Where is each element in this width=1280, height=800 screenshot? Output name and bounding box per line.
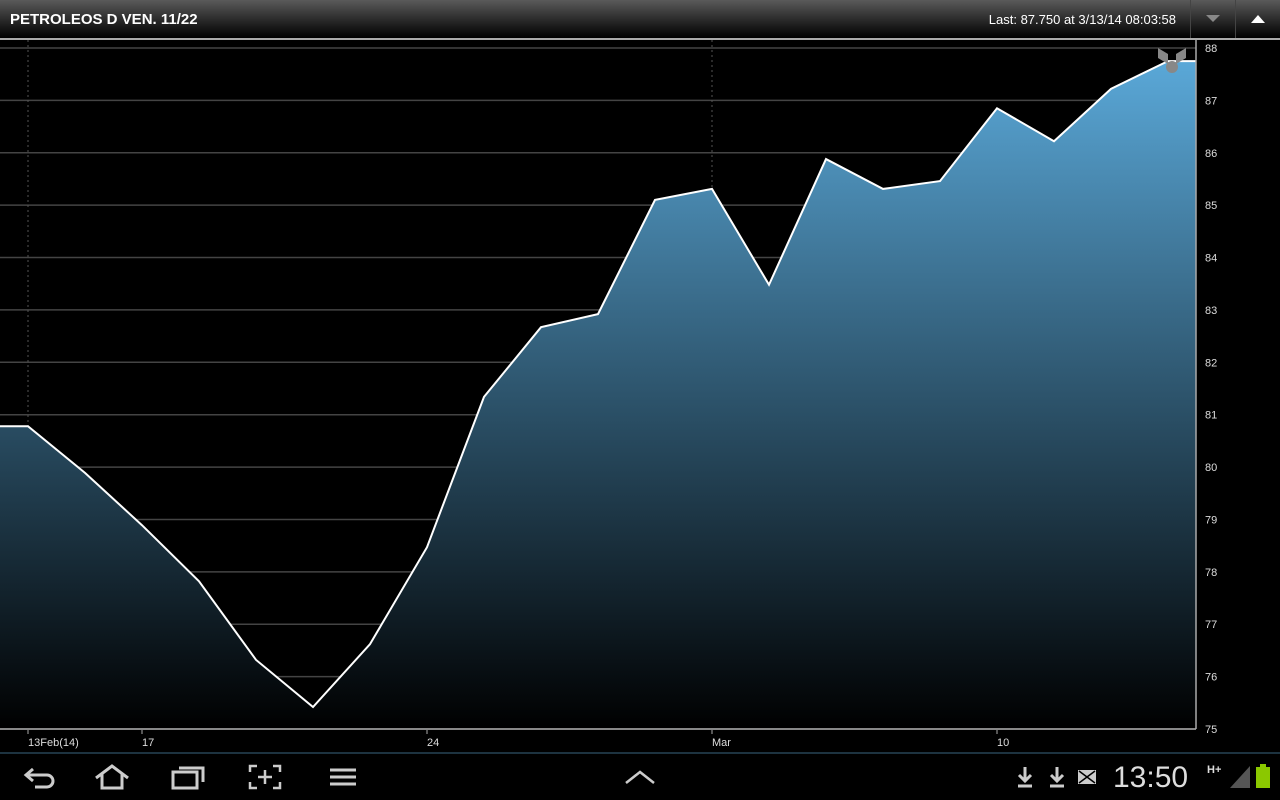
recent-apps-icon	[171, 766, 205, 790]
last-quote: Last: 87.750 at 3/13/14 08:03:58	[988, 12, 1176, 27]
download-notification-icon[interactable]	[1046, 762, 1068, 792]
x-tick-label: 24	[427, 737, 439, 749]
menu-icon	[330, 768, 356, 786]
y-tick-label: 81	[1205, 410, 1217, 422]
crosshair-marker-icon[interactable]	[1158, 48, 1186, 73]
price-chart[interactable]: 75 76 77 78 79 80 81 82 83 84 85 86 87 88 13Feb(14) 17 2…	[0, 40, 1280, 752]
clock: 13:50	[1113, 761, 1189, 794]
expand-button[interactable]	[1235, 0, 1280, 38]
chevron-up-icon	[625, 770, 655, 784]
y-tick-label: 75	[1205, 724, 1217, 736]
triangle-up-icon	[1251, 15, 1265, 23]
y-tick-label: 86	[1205, 148, 1217, 160]
y-tick-label: 83	[1205, 305, 1217, 317]
instrument-title: PETROLEOS D VEN. 11/22	[10, 11, 198, 28]
y-tick-label: 88	[1205, 43, 1217, 55]
signal-icon	[1230, 766, 1250, 788]
x-tick-label: Mar	[712, 737, 731, 749]
download-notification-icon[interactable]	[1014, 762, 1036, 792]
system-navigation-bar: 13:50 H+	[0, 752, 1280, 800]
home-button[interactable]	[90, 762, 134, 792]
back-button[interactable]	[20, 762, 60, 792]
home-icon	[95, 764, 129, 790]
app-drawer-button[interactable]	[620, 762, 660, 792]
price-area	[0, 61, 1196, 730]
y-tick-label: 85	[1205, 200, 1217, 212]
y-tick-label: 82	[1205, 357, 1217, 369]
y-tick-label: 80	[1205, 462, 1217, 474]
y-tick-label: 77	[1205, 619, 1217, 631]
back-icon	[23, 767, 55, 789]
recent-apps-button[interactable]	[168, 762, 208, 792]
y-tick-label: 78	[1205, 567, 1217, 579]
y-tick-label: 79	[1205, 514, 1217, 526]
email-notification-icon[interactable]	[1076, 762, 1098, 792]
y-tick-label: 87	[1205, 95, 1217, 107]
battery-icon	[1256, 764, 1270, 788]
x-tick-label: 17	[142, 737, 154, 749]
network-type: H+	[1207, 764, 1222, 776]
y-tick-label: 84	[1205, 253, 1217, 265]
x-tick-label: 10	[997, 737, 1009, 749]
screenshot-icon	[248, 764, 282, 790]
collapse-button[interactable]	[1190, 0, 1235, 38]
x-tick-label: 13Feb(14)	[28, 737, 79, 749]
menu-button[interactable]	[325, 762, 361, 792]
triangle-down-icon	[1206, 15, 1220, 22]
screenshot-button[interactable]	[245, 762, 285, 792]
title-bar: PETROLEOS D VEN. 11/22 Last: 87.750 at 3…	[0, 0, 1280, 40]
y-tick-label: 76	[1205, 672, 1217, 684]
